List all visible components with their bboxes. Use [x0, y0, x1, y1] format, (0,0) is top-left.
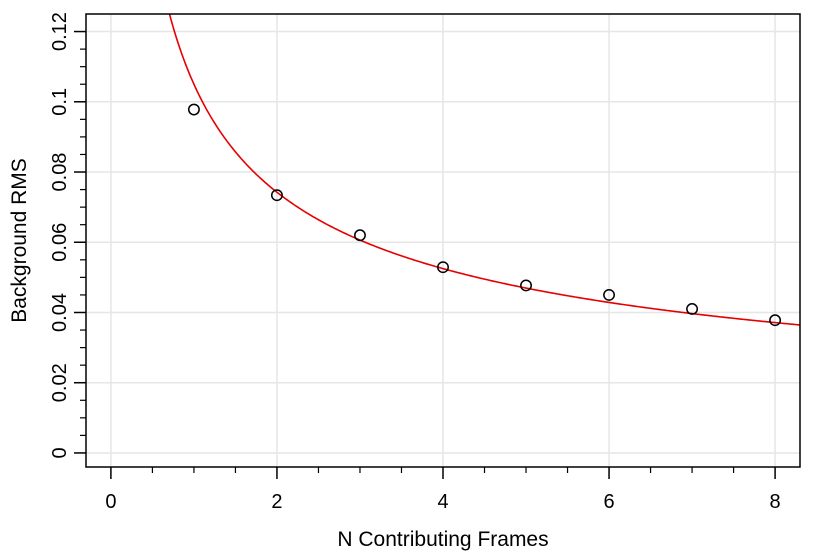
- data-point: [437, 261, 449, 274]
- data-point: [187, 103, 200, 116]
- y-tick-label: 0.08: [49, 153, 71, 192]
- data-point: [520, 279, 532, 292]
- data-point: [271, 189, 283, 202]
- y-axis-title: Background RMS: [8, 158, 31, 323]
- fit-curve-layer: [168, 14, 800, 326]
- y-tick-label: 0.06: [49, 223, 71, 262]
- y-tick-label: 0.04: [49, 293, 71, 332]
- x-tick-label: 8: [770, 491, 781, 513]
- data-point: [603, 288, 615, 301]
- x-axis-title: N Contributing Frames: [337, 528, 548, 551]
- y-tick-label: 0: [49, 447, 71, 458]
- data-point: [354, 229, 366, 242]
- x-tick-label: 6: [603, 491, 614, 513]
- data-point: [769, 314, 782, 327]
- x-tick-label: 2: [271, 491, 282, 513]
- data-point: [686, 303, 699, 315]
- x-tick-label: 4: [437, 491, 448, 513]
- data-points: [187, 103, 782, 327]
- fit-curve: [168, 14, 800, 326]
- x-tick-label: 0: [105, 491, 116, 513]
- y-tick-label: 0.1: [49, 88, 71, 116]
- y-tick-label: 0.02: [49, 363, 71, 402]
- axes: 0 2 4 6 8 0 0.02 0.04 0.06 0.08 0.1 0.12: [49, 12, 781, 513]
- y-tick-label: 0.12: [49, 12, 71, 51]
- grid-lines: [86, 14, 800, 467]
